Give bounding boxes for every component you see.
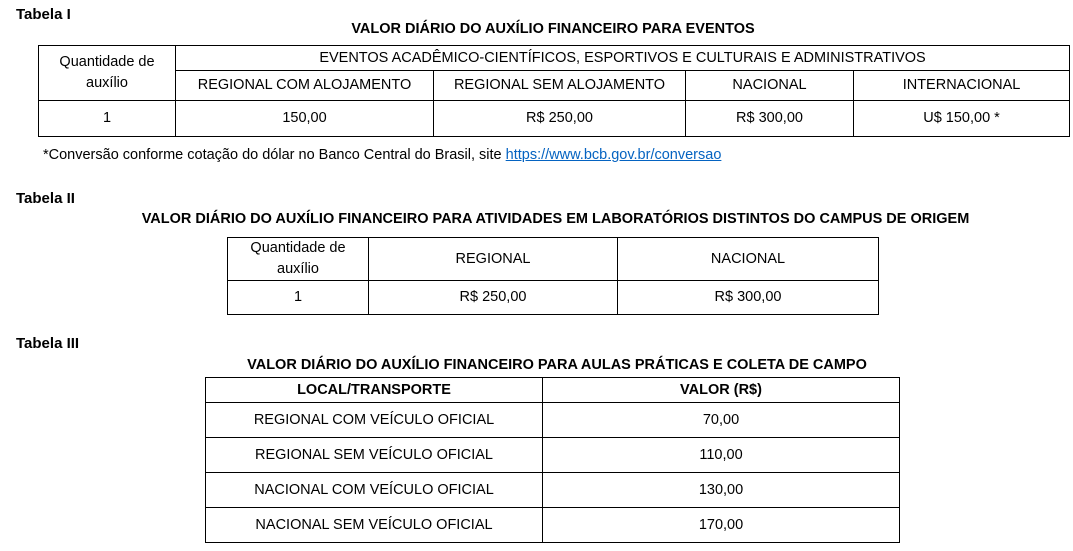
tabela3-cell-valor: 110,00 (542, 437, 900, 473)
tabela3: LOCAL/TRANSPORTE VALOR (R$) REGIONAL COM… (205, 377, 900, 543)
tabela2: Quantidade de auxílio REGIONAL NACIONAL … (227, 237, 879, 315)
tabela1-group-header: EVENTOS ACADÊMICO-CIENTÍFICOS, ESPORTIVO… (174, 45, 1071, 71)
tabela3-col-header: LOCAL/TRANSPORTE (205, 377, 543, 403)
tabela2-col-header: NACIONAL (617, 237, 879, 281)
tabela3-cell-valor: 130,00 (542, 472, 900, 508)
tabela1-col-header: INTERNACIONAL (852, 70, 1071, 101)
tabela2-cell-value: R$ 300,00 (617, 280, 879, 315)
tabela1-footnote: *Conversão conforme cotação do dólar no … (43, 147, 721, 163)
conversion-link[interactable]: https://www.bcb.gov.br/conversao (505, 147, 722, 163)
table-row: REGIONAL COM VEÍCULO OFICIAL 70,00 (205, 402, 900, 438)
footnote-text: *Conversão conforme cotação do dólar no … (43, 147, 502, 163)
tabela3-cell-valor: 170,00 (542, 507, 900, 543)
table-row: 1 R$ 250,00 R$ 300,00 (227, 280, 879, 315)
tabela3-cell-valor: 70,00 (542, 402, 900, 438)
tabela1-title: VALOR DIÁRIO DO AUXÍLIO FINANCEIRO PARA … (351, 21, 755, 37)
table-row: REGIONAL SEM VEÍCULO OFICIAL 110,00 (205, 437, 900, 473)
tabela3-col-header: VALOR (R$) (542, 377, 900, 403)
tabela1-cell-quantidade: 1 (38, 100, 176, 137)
table-row: NACIONAL COM VEÍCULO OFICIAL 130,00 (205, 472, 900, 508)
tabela3-cell-local: NACIONAL SEM VEÍCULO OFICIAL (205, 507, 543, 543)
tabela2-title: VALOR DIÁRIO DO AUXÍLIO FINANCEIRO PARA … (141, 211, 970, 227)
table-row: NACIONAL SEM VEÍCULO OFICIAL 170,00 (205, 507, 900, 543)
tabela2-cell-value: R$ 250,00 (368, 280, 618, 315)
tabela3-cell-local: NACIONAL COM VEÍCULO OFICIAL (205, 472, 543, 508)
tabela1-col-header: REGIONAL COM ALOJAMENTO (175, 70, 434, 101)
tabela1-label: Tabela I (16, 6, 71, 23)
tabela2-label: Tabela II (16, 190, 75, 207)
tabela1-col-header: NACIONAL (685, 70, 854, 101)
tabela1-cell-value: R$ 300,00 (685, 100, 854, 137)
tabela2-cell-quantidade: 1 (227, 280, 369, 315)
tabela1-cell-value: 150,00 (175, 100, 434, 137)
table-row: 1 150,00 R$ 250,00 R$ 300,00 U$ 150,00 * (38, 100, 1071, 137)
tabela2-col-header: REGIONAL (368, 237, 618, 281)
tabela1-corner-header: Quantidade de auxílio (38, 45, 176, 101)
tabela3-label: Tabela III (16, 335, 80, 352)
tabela1: Quantidade de auxílio EVENTOS ACADÊMICO-… (38, 45, 1071, 137)
tabela1-cell-value: U$ 150,00 * (852, 100, 1071, 137)
tabela3-title: VALOR DIÁRIO DO AUXÍLIO FINANCEIRO PARA … (247, 357, 867, 373)
tabela3-cell-local: REGIONAL COM VEÍCULO OFICIAL (205, 402, 543, 438)
tabela1-cell-value: R$ 250,00 (433, 100, 686, 137)
tabela2-corner-header: Quantidade de auxílio (227, 237, 369, 281)
tabela3-cell-local: REGIONAL SEM VEÍCULO OFICIAL (205, 437, 543, 473)
tabela1-col-header: REGIONAL SEM ALOJAMENTO (433, 70, 686, 101)
